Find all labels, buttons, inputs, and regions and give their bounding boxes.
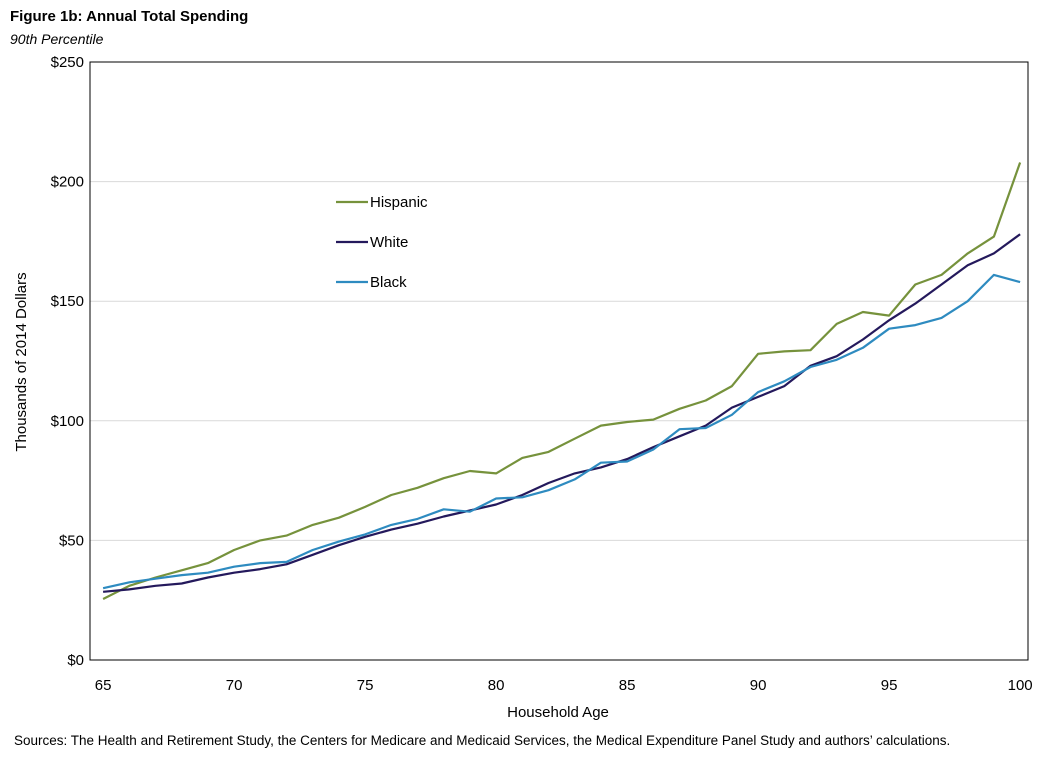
x-axis-ticks: 65 70 75 80 85 90 95 100 [95, 677, 1033, 694]
x-tick-label: 95 [881, 677, 898, 694]
chart-subtitle: 90th Percentile [10, 31, 104, 47]
x-tick-label: 80 [488, 677, 505, 694]
legend-label-white: White [370, 234, 408, 251]
series-line-black [102, 273, 1021, 590]
x-tick-label: 65 [95, 677, 112, 694]
legend-label-hispanic: Hispanic [370, 194, 428, 211]
legend: Hispanic White Black [336, 194, 428, 291]
x-tick-label: 90 [750, 677, 767, 694]
series-line-hispanic [102, 162, 1022, 600]
source-note: Sources: The Health and Retirement Study… [14, 733, 951, 748]
x-tick-label: 85 [619, 677, 636, 694]
chart-title: Figure 1b: Annual Total Spending [10, 8, 249, 25]
gridlines [90, 181, 1028, 541]
plot-area [89, 61, 1029, 661]
x-axis-label: Household Age [507, 704, 609, 721]
y-tick-label: $200 [51, 174, 84, 191]
series-line-white [102, 233, 1021, 593]
x-tick-label: 100 [1008, 677, 1033, 694]
line-chart: $0$50$100$150$200$250 65 70 75 80 85 90 95 100 … [13, 54, 1033, 721]
y-tick-label: $50 [59, 532, 84, 549]
y-tick-label: $0 [67, 652, 84, 669]
series-lines [102, 162, 1022, 600]
y-tick-label: $100 [51, 413, 84, 430]
y-axis-label: Thousands of 2014 Dollars [13, 272, 30, 451]
x-tick-label: 75 [357, 677, 374, 694]
x-tick-label: 70 [226, 677, 243, 694]
legend-label-black: Black [370, 274, 407, 291]
y-axis-ticks: $0 $50 $100 $150 $200 $250 [51, 54, 84, 669]
y-tick-label: $150 [51, 293, 84, 310]
y-tick-label: $250 [51, 54, 84, 71]
